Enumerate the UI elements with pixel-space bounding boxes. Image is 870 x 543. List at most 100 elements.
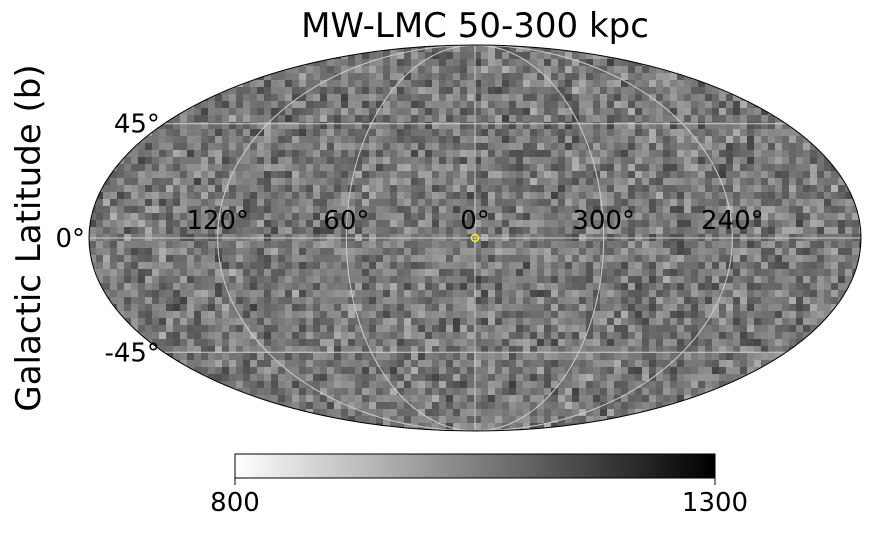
map-pixel <box>768 220 776 228</box>
map-pixel <box>229 346 237 354</box>
map-pixel <box>264 80 272 88</box>
map-pixel <box>334 192 342 200</box>
map-pixel <box>579 101 587 109</box>
map-pixel <box>425 276 433 284</box>
map-pixel <box>698 122 706 130</box>
map-pixel <box>201 136 209 144</box>
map-pixel <box>726 52 734 60</box>
map-pixel <box>453 311 461 319</box>
map-pixel <box>558 276 566 284</box>
map-pixel <box>236 325 244 333</box>
map-pixel <box>502 157 510 165</box>
map-pixel <box>306 262 314 270</box>
map-pixel <box>600 276 608 284</box>
map-pixel <box>397 220 405 228</box>
map-pixel <box>726 80 734 88</box>
map-pixel <box>215 115 223 123</box>
map-pixel <box>117 73 125 81</box>
map-pixel <box>376 164 384 172</box>
map-pixel <box>138 59 146 67</box>
map-pixel <box>306 87 314 95</box>
map-pixel <box>586 59 594 67</box>
map-pixel <box>502 311 510 319</box>
map-pixel <box>138 143 146 151</box>
map-pixel <box>334 339 342 347</box>
map-pixel <box>201 171 209 179</box>
map-pixel <box>131 101 139 109</box>
map-pixel <box>348 227 356 235</box>
map-pixel <box>845 255 853 263</box>
map-pixel <box>173 66 181 74</box>
map-pixel <box>677 101 685 109</box>
map-pixel <box>789 45 797 53</box>
map-pixel <box>621 45 629 53</box>
map-pixel <box>285 94 293 102</box>
map-pixel <box>404 171 412 179</box>
map-pixel <box>705 66 713 74</box>
map-pixel <box>257 94 265 102</box>
map-pixel <box>334 164 342 172</box>
map-pixel <box>684 52 692 60</box>
map-pixel <box>670 325 678 333</box>
map-pixel <box>740 332 748 340</box>
map-pixel <box>201 52 209 60</box>
map-pixel <box>656 66 664 74</box>
map-pixel <box>530 311 538 319</box>
map-pixel <box>635 269 643 277</box>
map-pixel <box>96 143 104 151</box>
map-pixel <box>166 66 174 74</box>
map-pixel <box>411 311 419 319</box>
map-pixel <box>719 213 727 221</box>
map-pixel <box>404 220 412 228</box>
map-pixel <box>810 171 818 179</box>
map-pixel <box>425 283 433 291</box>
map-pixel <box>593 101 601 109</box>
map-pixel <box>425 297 433 305</box>
map-pixel <box>348 325 356 333</box>
map-pixel <box>712 115 720 123</box>
map-pixel <box>418 150 426 158</box>
map-pixel <box>698 66 706 74</box>
map-pixel <box>327 255 335 263</box>
map-pixel <box>173 59 181 67</box>
map-pixel <box>278 318 286 326</box>
map-pixel <box>411 339 419 347</box>
map-pixel <box>607 353 615 361</box>
map-pixel <box>362 206 370 214</box>
map-pixel <box>642 325 650 333</box>
map-pixel <box>775 171 783 179</box>
map-pixel <box>579 108 587 116</box>
map-pixel <box>838 192 846 200</box>
map-pixel <box>229 136 237 144</box>
map-pixel <box>579 206 587 214</box>
map-pixel <box>341 318 349 326</box>
map-pixel <box>586 192 594 200</box>
map-pixel <box>320 94 328 102</box>
map-pixel <box>642 297 650 305</box>
map-pixel <box>544 241 552 249</box>
map-pixel <box>453 297 461 305</box>
map-pixel <box>145 178 153 186</box>
map-pixel <box>502 45 510 53</box>
map-pixel <box>138 178 146 186</box>
map-pixel <box>201 73 209 81</box>
map-pixel <box>418 318 426 326</box>
map-pixel <box>677 122 685 130</box>
map-pixel <box>292 304 300 312</box>
map-pixel <box>180 255 188 263</box>
map-pixel <box>649 171 657 179</box>
map-pixel <box>621 136 629 144</box>
map-pixel <box>152 304 160 312</box>
map-pixel <box>404 262 412 270</box>
map-pixel <box>726 122 734 130</box>
map-pixel <box>439 87 447 95</box>
map-pixel <box>180 66 188 74</box>
map-pixel <box>523 73 531 81</box>
map-pixel <box>537 87 545 95</box>
map-pixel <box>215 171 223 179</box>
map-pixel <box>649 318 657 326</box>
map-pixel <box>852 206 860 214</box>
map-pixel <box>229 206 237 214</box>
map-pixel <box>705 339 713 347</box>
